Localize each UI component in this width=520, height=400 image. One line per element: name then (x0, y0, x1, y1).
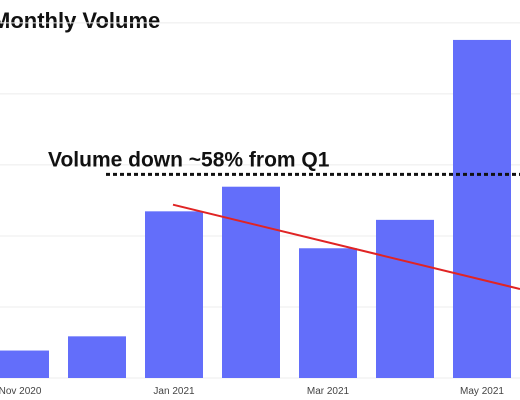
bar-feb-2021 (222, 186, 280, 378)
annotation-label: Volume down ~58% from Q1 (48, 148, 330, 171)
trend-line (172, 203, 520, 290)
x-tick-label: Nov 2020 (0, 386, 42, 397)
bar-nov-2020 (0, 350, 49, 378)
bar-mar-2021 (299, 248, 357, 378)
x-tick-label: May 2021 (460, 386, 504, 397)
x-axis-ticks: Nov 2020 Jan 2021 Mar 2021 May 2021 (0, 386, 504, 397)
bar-may-2021 (453, 39, 511, 379)
x-tick-label: Mar 2021 (307, 386, 350, 397)
chart-title: Monthly Volume (0, 8, 161, 33)
overlay-layer: Volume down ~58% from Q1 (48, 148, 520, 290)
x-tick-label: Jan 2021 (153, 386, 195, 397)
bars-layer (0, 39, 511, 379)
bar-apr-2021 (376, 219, 434, 378)
bar-jan-2021 (145, 211, 203, 378)
bar-dec-2020 (68, 336, 126, 378)
